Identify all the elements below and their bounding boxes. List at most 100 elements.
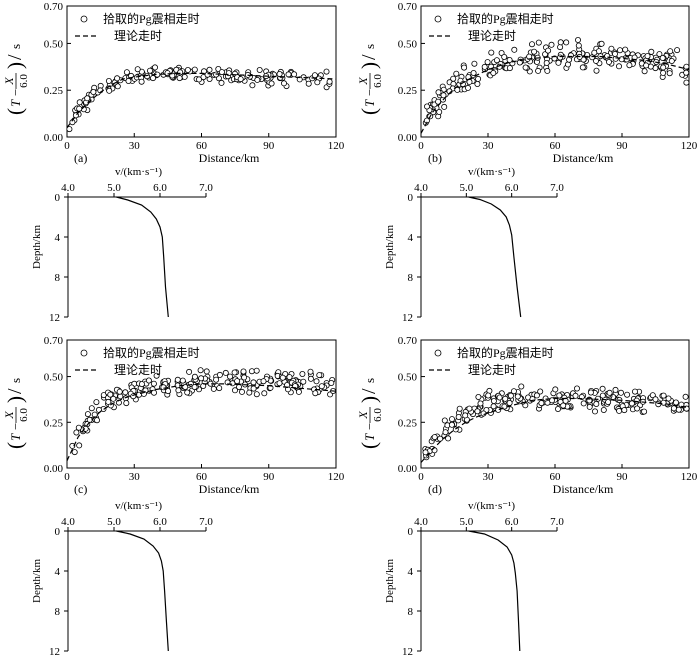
data-point xyxy=(484,59,491,66)
data-point xyxy=(548,41,555,48)
data-point xyxy=(474,408,481,415)
y-label-unit: s xyxy=(362,378,377,383)
panel-label: (b) xyxy=(428,151,442,165)
velocity-panel: 4.0 5.0 6.0 7.0 0 4 8 12 v/(km·s⁻¹) Depth/km xyxy=(31,500,213,657)
data-point xyxy=(556,392,563,399)
x-tick-label: 4.0 xyxy=(61,182,75,194)
data-point xyxy=(116,388,123,395)
y-tick-label: 0.25 xyxy=(398,85,418,97)
data-point xyxy=(431,434,438,441)
data-point xyxy=(122,389,129,396)
x-tick-label: 60 xyxy=(550,140,562,152)
data-point xyxy=(276,380,283,387)
data-point xyxy=(593,400,600,407)
data-point xyxy=(260,378,267,385)
y-label-unit: s xyxy=(8,378,23,383)
x-tick-label: 4.0 xyxy=(61,516,75,528)
y-label-slash: / xyxy=(358,54,380,60)
data-point xyxy=(250,385,257,392)
panel-label: (a) xyxy=(74,151,87,165)
data-point xyxy=(616,407,623,414)
data-point xyxy=(76,105,83,112)
y-label-x: X xyxy=(356,411,370,420)
x-tick-label: 30 xyxy=(483,471,495,483)
y-label-t: T xyxy=(8,99,23,107)
data-point xyxy=(90,89,97,96)
data-point xyxy=(622,46,629,53)
data-point xyxy=(448,416,455,423)
data-point xyxy=(459,81,466,88)
data-point xyxy=(563,39,570,46)
x-tick-label: 60 xyxy=(550,471,562,483)
data-point xyxy=(105,78,112,85)
x-axis-label: v/(km·s⁻¹) xyxy=(115,166,162,178)
data-point xyxy=(286,374,293,381)
y-tick-label: 0 xyxy=(55,192,61,204)
x-tick-label: 6.0 xyxy=(505,516,519,528)
y-tick-label: 0.00 xyxy=(398,132,418,144)
data-point xyxy=(624,391,631,398)
data-point xyxy=(545,47,552,54)
data-point xyxy=(435,89,442,96)
data-point xyxy=(210,385,217,392)
x-tick-label: 5.0 xyxy=(107,516,121,528)
data-point xyxy=(678,401,685,408)
data-point xyxy=(649,392,656,399)
data-point xyxy=(648,48,655,55)
y-label-minus: − xyxy=(8,89,23,96)
data-point xyxy=(549,397,556,404)
x-tick-label: 120 xyxy=(681,140,698,152)
data-point xyxy=(299,370,306,377)
x-tick-label: 90 xyxy=(617,471,629,483)
data-point xyxy=(114,75,121,82)
data-point xyxy=(300,378,307,385)
data-point xyxy=(665,395,672,402)
y-tick-label: 0.70 xyxy=(398,1,418,13)
data-point xyxy=(606,389,613,396)
data-point xyxy=(617,47,624,54)
data-point xyxy=(187,380,194,387)
data-point xyxy=(454,86,461,93)
data-point xyxy=(632,388,639,395)
data-point xyxy=(485,392,492,399)
data-point xyxy=(612,50,619,57)
data-point xyxy=(572,392,579,399)
data-point xyxy=(250,379,257,386)
data-point xyxy=(493,57,500,64)
y-axis-label: Depth/km xyxy=(31,559,43,603)
data-point xyxy=(544,67,551,74)
data-point xyxy=(683,79,690,86)
data-point xyxy=(93,399,100,406)
data-point xyxy=(213,376,220,383)
data-point xyxy=(203,368,210,375)
data-point xyxy=(474,81,481,88)
data-point xyxy=(643,62,650,69)
data-point xyxy=(675,406,682,413)
x-axis-label: Distance/km xyxy=(199,151,260,165)
y-label-slash: / xyxy=(4,54,26,60)
velocity-panel: 4.0 5.0 6.0 7.0 0 4 8 12 v/(km·s⁻¹) Depth/km xyxy=(384,500,564,657)
data-point xyxy=(165,388,172,395)
x-tick-label: 0 xyxy=(64,140,70,152)
y-axis-label: (T − X 6.0) / s xyxy=(2,44,30,115)
data-point xyxy=(667,48,674,55)
data-point xyxy=(151,64,158,71)
y-tick-label: 4 xyxy=(55,232,61,244)
x-axis-label: Distance/km xyxy=(199,482,260,496)
data-point xyxy=(475,75,482,82)
data-point xyxy=(231,369,238,376)
data-point xyxy=(226,373,233,380)
data-point xyxy=(123,400,130,407)
data-point xyxy=(673,399,680,406)
data-point xyxy=(506,65,513,72)
legend-label-picked: 拾取的Pg震相走时 xyxy=(457,345,554,360)
data-point xyxy=(218,69,225,76)
y-label-paren-open: ( xyxy=(357,108,381,115)
data-point xyxy=(600,406,607,413)
data-point xyxy=(254,76,261,83)
data-point xyxy=(249,82,256,89)
data-point xyxy=(435,98,442,105)
data-point xyxy=(94,417,101,424)
